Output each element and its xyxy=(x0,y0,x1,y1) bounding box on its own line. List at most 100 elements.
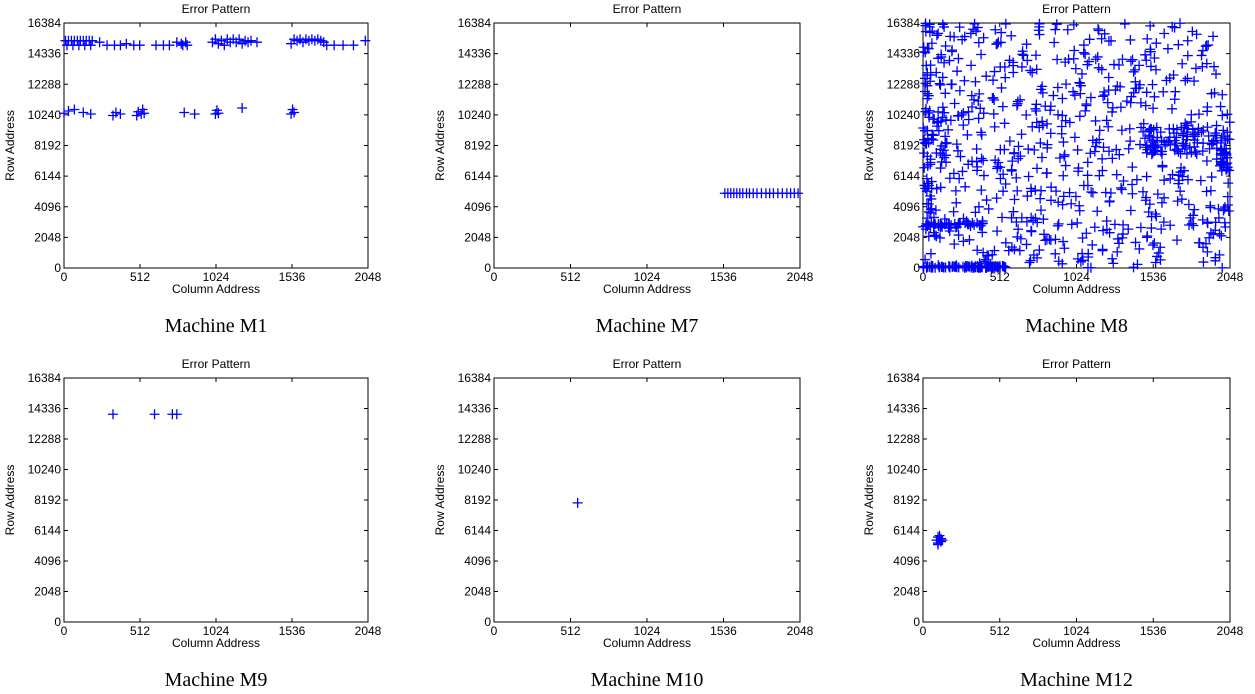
data-point xyxy=(289,107,300,118)
data-point xyxy=(954,22,965,33)
data-point xyxy=(970,76,981,87)
data-point xyxy=(921,186,932,197)
y-tick-label: 12288 xyxy=(458,77,492,91)
data-point xyxy=(1132,259,1143,270)
data-point xyxy=(1206,172,1217,183)
data-point xyxy=(338,40,349,51)
data-point xyxy=(998,186,1009,197)
y-tick-label: 8192 xyxy=(34,493,61,507)
data-point xyxy=(1026,183,1036,194)
data-point xyxy=(965,28,976,39)
plot-title: Error Pattern xyxy=(613,357,682,371)
data-point xyxy=(973,37,984,48)
data-point xyxy=(360,35,371,46)
data-point xyxy=(950,185,961,196)
y-tick-label: 6144 xyxy=(34,169,61,183)
data-point xyxy=(995,173,1006,184)
x-axis-label: Column Address xyxy=(603,282,691,296)
data-point xyxy=(1103,121,1114,132)
data-point xyxy=(1215,101,1226,112)
data-point xyxy=(1125,56,1136,67)
data-point xyxy=(1150,257,1161,268)
data-point xyxy=(115,108,126,119)
data-point xyxy=(1186,218,1197,229)
data-point xyxy=(992,262,1003,273)
data-point xyxy=(1092,51,1103,62)
data-point xyxy=(1041,168,1052,179)
data-point xyxy=(1082,180,1093,191)
panel-2: Error Pattern 0 512 1024 1536 2048 0 2048 4096 61… xyxy=(433,2,814,337)
x-tick-label: 0 xyxy=(920,624,927,638)
data-point xyxy=(1191,29,1202,40)
data-point xyxy=(989,245,1000,256)
data-point xyxy=(1167,21,1178,32)
x-tick-label: 2048 xyxy=(355,624,382,638)
data-point xyxy=(970,207,981,218)
data-point xyxy=(953,110,964,121)
data-point xyxy=(1060,160,1071,171)
data-point xyxy=(976,153,987,164)
x-tick-label: 1024 xyxy=(1063,270,1090,284)
data-point xyxy=(1158,217,1169,228)
data-point xyxy=(1004,136,1015,147)
y-axis-label: Row Address xyxy=(862,465,876,536)
data-point xyxy=(1217,262,1228,273)
data-point xyxy=(928,135,939,146)
data-point xyxy=(121,38,132,49)
y-axis-label: Row Address xyxy=(3,465,17,536)
data-point xyxy=(1006,30,1017,41)
data-point xyxy=(1000,18,1011,29)
data-point xyxy=(1087,239,1098,250)
x-tick-label: 2048 xyxy=(787,624,814,638)
data-point xyxy=(966,60,977,71)
data-point xyxy=(1107,253,1118,264)
data-point xyxy=(1135,222,1146,233)
data-point xyxy=(78,107,89,118)
data-point xyxy=(1159,137,1170,148)
y-tick-label: 12288 xyxy=(28,77,62,91)
data-point xyxy=(933,106,944,117)
data-point xyxy=(1098,91,1109,102)
data-point xyxy=(977,227,988,238)
data-point xyxy=(793,188,804,199)
data-point xyxy=(1050,248,1061,259)
data-point xyxy=(1190,129,1201,140)
data-point xyxy=(1145,44,1156,55)
y-tick-label: 12288 xyxy=(28,432,62,446)
data-point xyxy=(939,107,950,118)
data-point xyxy=(1036,205,1046,216)
x-tick-label: 1024 xyxy=(203,624,230,638)
x-axis-label: Column Address xyxy=(603,636,691,650)
data-point xyxy=(1177,140,1188,151)
data-point xyxy=(1066,198,1077,209)
data-point xyxy=(1194,109,1204,120)
data-point xyxy=(1058,236,1069,247)
data-point xyxy=(1092,206,1103,217)
data-point xyxy=(1107,106,1118,117)
data-point xyxy=(972,165,983,176)
data-point xyxy=(1016,129,1027,140)
y-tick-label: 14336 xyxy=(28,402,62,416)
data-point xyxy=(1032,252,1043,263)
data-point xyxy=(1064,187,1075,198)
data-point xyxy=(1075,80,1086,91)
data-point xyxy=(1202,246,1213,257)
data-point xyxy=(1208,31,1219,42)
y-tick-label: 8192 xyxy=(893,493,920,507)
panel-caption: Machine M1 xyxy=(165,315,268,337)
x-tick-label: 1536 xyxy=(279,624,306,638)
data-point xyxy=(1107,153,1118,164)
data-point xyxy=(1014,245,1025,256)
data-point xyxy=(978,170,989,181)
data-point xyxy=(1006,164,1017,175)
y-tick-label: 2048 xyxy=(34,230,61,244)
plot-title: Error Pattern xyxy=(182,2,251,16)
markers xyxy=(931,530,948,550)
data-point xyxy=(1156,149,1167,160)
data-point xyxy=(1011,172,1022,183)
data-point xyxy=(1208,229,1219,240)
y-tick-label: 16384 xyxy=(458,371,492,385)
data-point xyxy=(981,71,992,82)
data-point xyxy=(1141,192,1152,203)
data-point xyxy=(1060,115,1071,126)
